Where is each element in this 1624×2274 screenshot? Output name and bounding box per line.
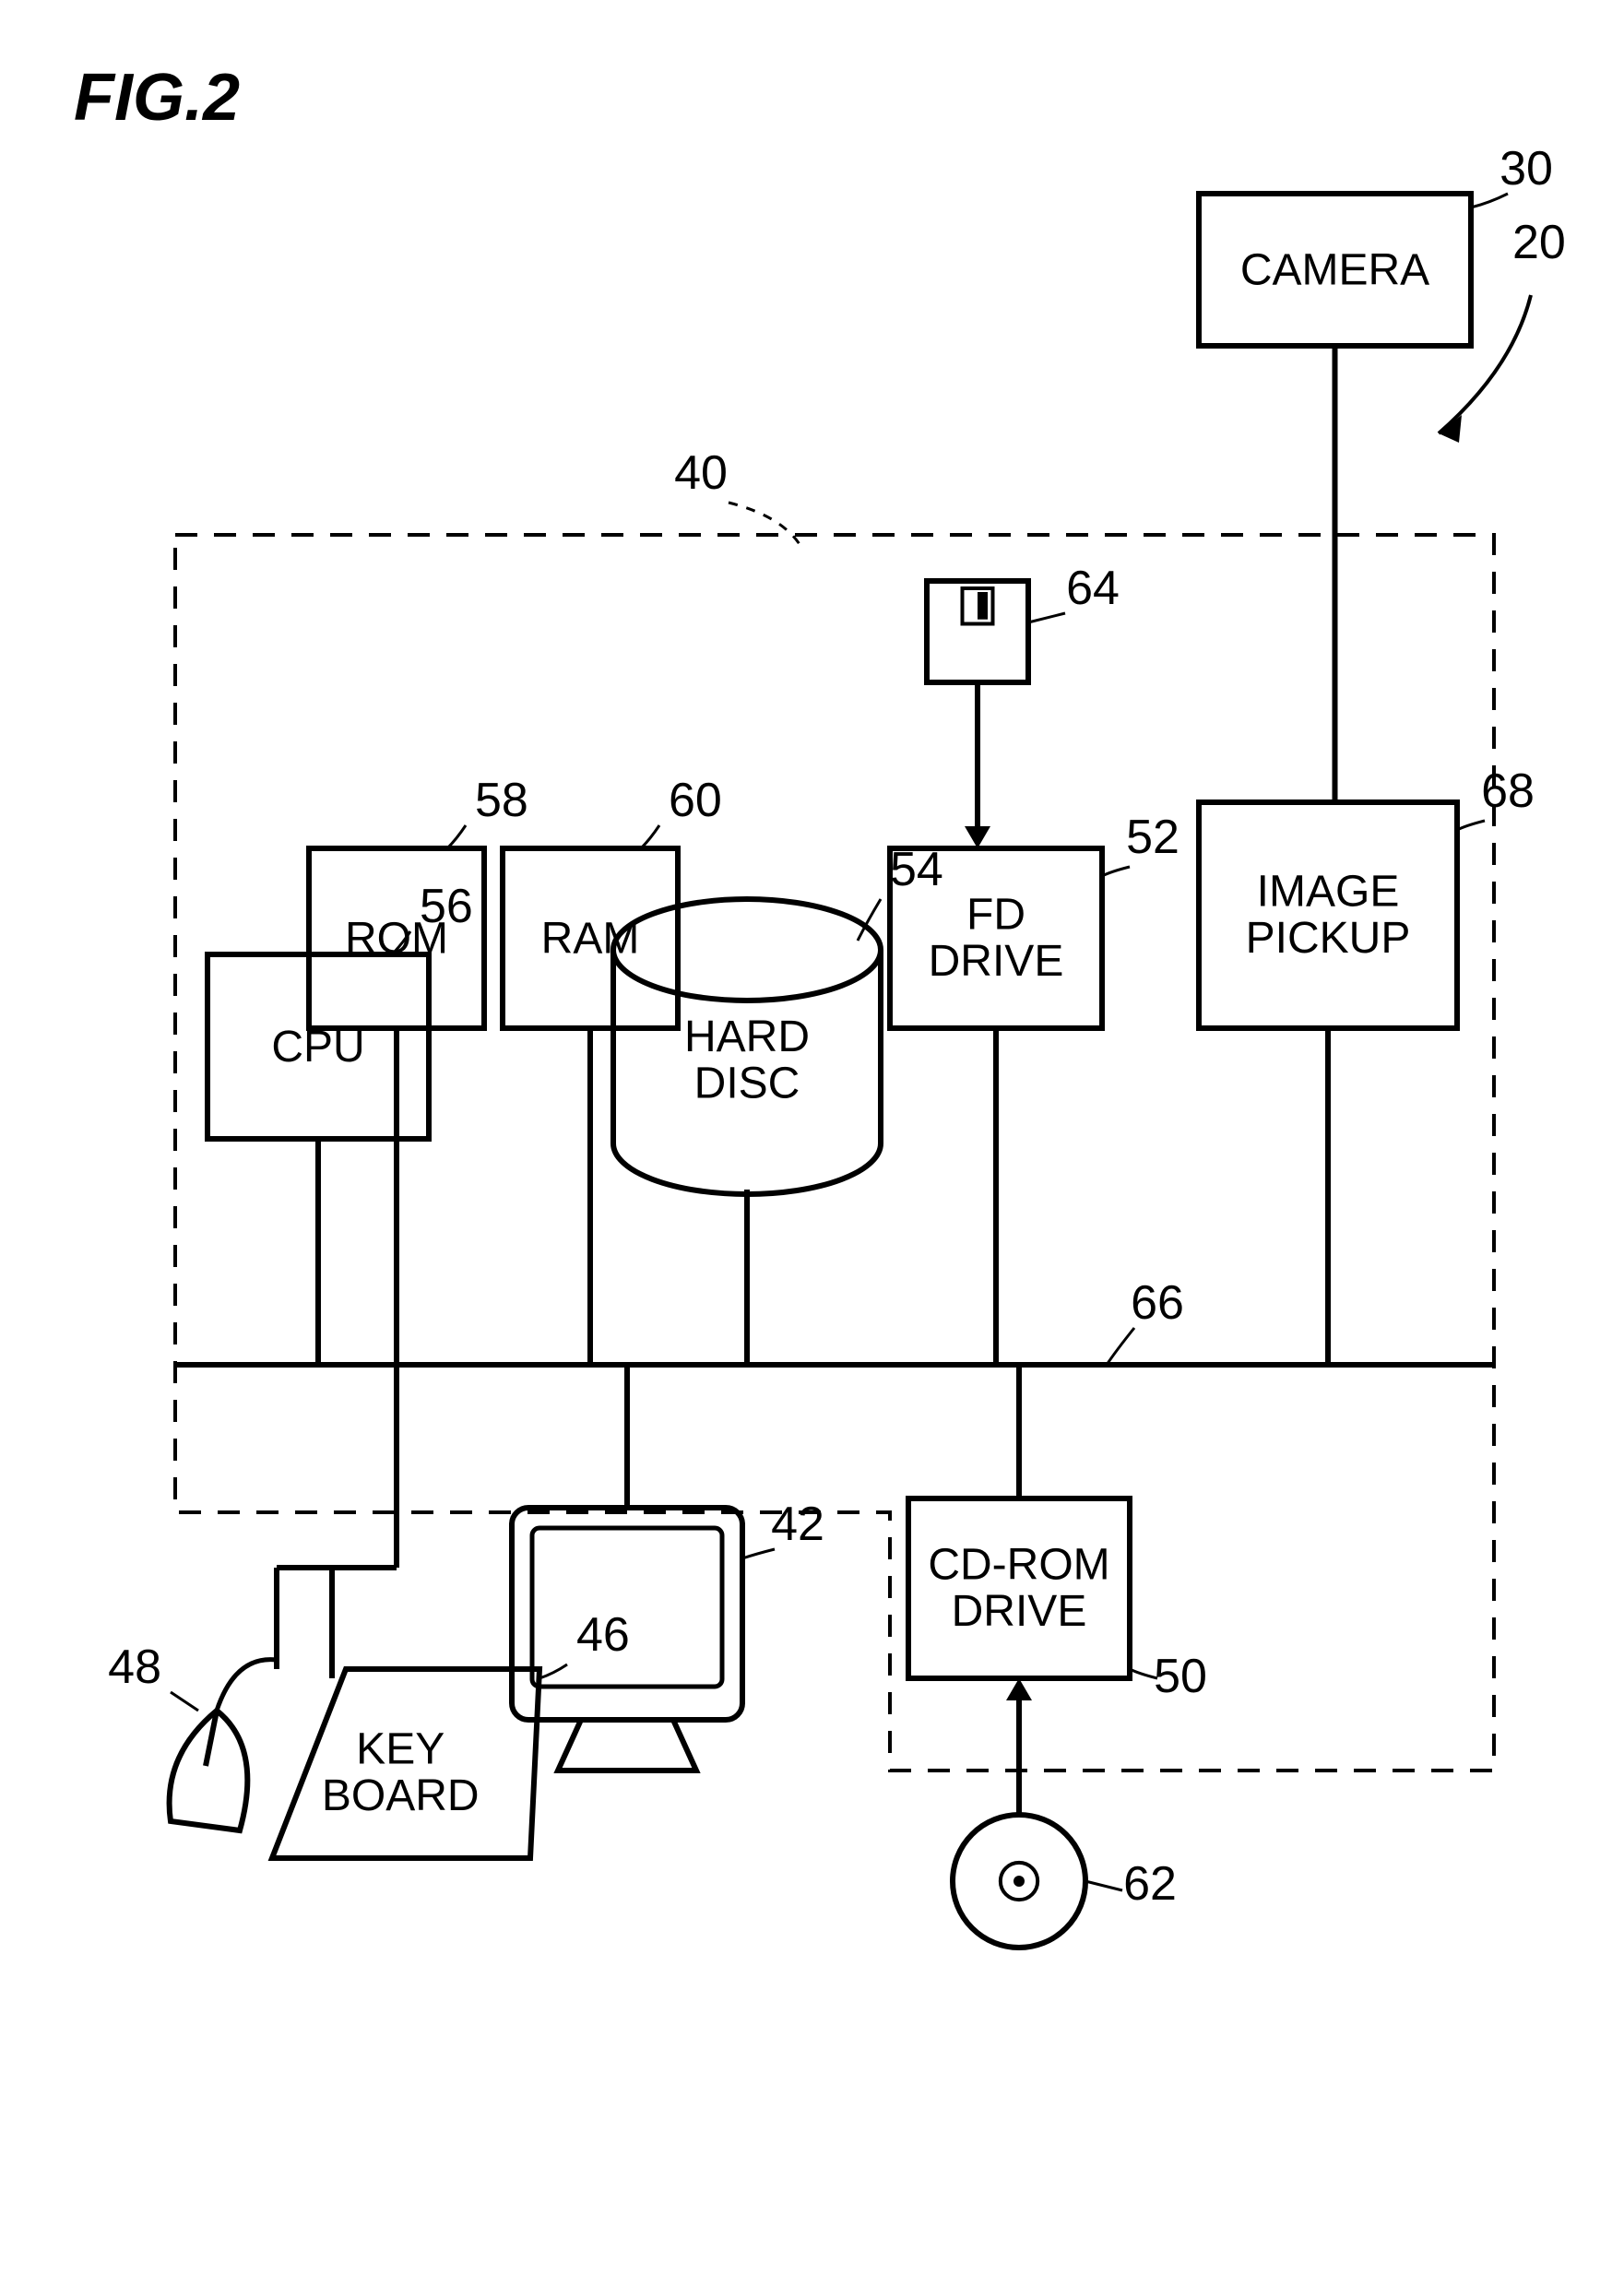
monitor-stand: [558, 1720, 696, 1771]
image-pickup-label: IMAGEPICKUP: [1246, 868, 1411, 963]
ref-50: 50: [1154, 1650, 1207, 1703]
monitor-screen: [532, 1528, 722, 1687]
mouse-cable: [217, 1660, 277, 1711]
leader: [1085, 1881, 1122, 1890]
arrowhead: [1006, 1678, 1032, 1700]
cd-center: [1014, 1876, 1025, 1887]
leader: [1028, 613, 1065, 622]
leader: [1457, 821, 1485, 830]
camera-label: CAMERA: [1240, 246, 1429, 295]
ref-20: 20: [1512, 216, 1566, 269]
floppy-slot: [978, 592, 988, 620]
hdd-top: [613, 899, 881, 1001]
leader: [171, 1692, 198, 1711]
arrowhead: [965, 826, 990, 848]
leader: [729, 503, 802, 549]
ref-42: 42: [771, 1498, 824, 1551]
ref-56: 56: [420, 880, 473, 933]
cdrom-label: CD-ROMDRIVE: [928, 1541, 1109, 1636]
leader: [447, 825, 466, 848]
ref-60: 60: [669, 774, 722, 827]
cpu-label: CPU: [271, 1023, 364, 1072]
leader: [742, 1549, 775, 1558]
hdd-label: HARDDISC: [684, 1013, 810, 1107]
leader: [641, 825, 659, 848]
ram-label: RAM: [541, 915, 640, 964]
ref-66: 66: [1131, 1276, 1184, 1330]
leader: [1102, 867, 1130, 876]
boundary: [175, 535, 1494, 1771]
ref-46: 46: [576, 1608, 630, 1662]
mouse-shape: [170, 1711, 248, 1830]
leader: [1471, 194, 1508, 207]
fd-drive-label: FDDRIVE: [929, 891, 1064, 986]
ref-30: 30: [1500, 142, 1553, 195]
leader: [1107, 1328, 1134, 1365]
leader: [539, 1664, 567, 1678]
ref-54: 54: [890, 843, 943, 896]
ref-40: 40: [674, 446, 728, 500]
ref-52: 52: [1126, 811, 1179, 864]
figure-label: FIG.2: [74, 61, 240, 135]
ref-58: 58: [475, 774, 528, 827]
ref-62: 62: [1123, 1857, 1177, 1911]
ref-64: 64: [1066, 562, 1120, 615]
ref-68: 68: [1481, 764, 1535, 818]
leader: [1439, 295, 1531, 433]
keyboard-label: KEYBOARD: [322, 1725, 480, 1820]
hdd-bottom: [613, 1143, 881, 1194]
ref-48: 48: [108, 1640, 161, 1694]
